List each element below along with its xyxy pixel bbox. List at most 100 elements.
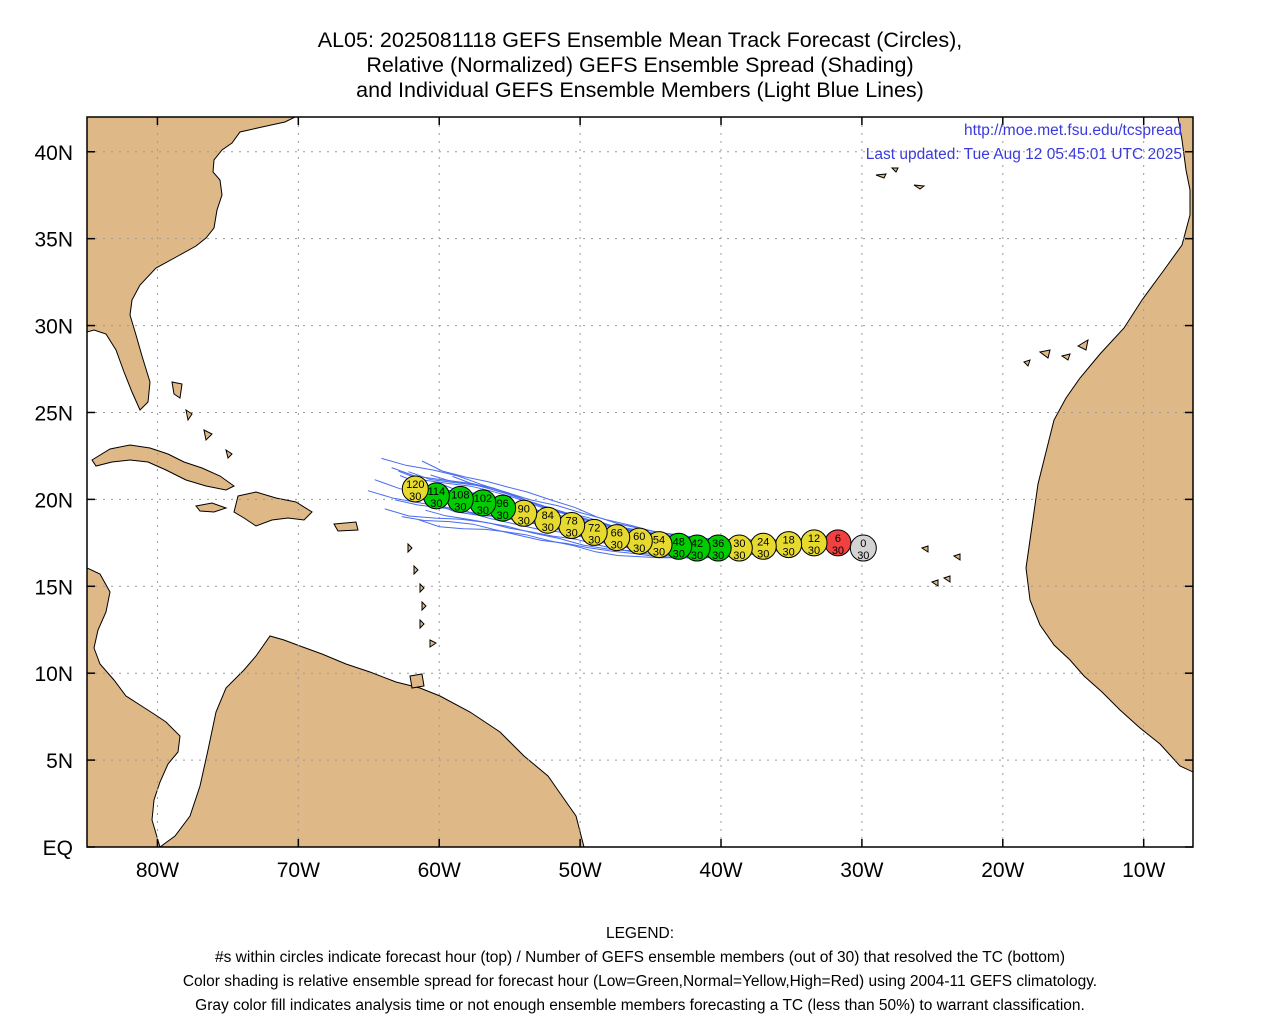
forecast-hour: 114 bbox=[428, 486, 446, 498]
lat-label: 20N bbox=[34, 489, 73, 512]
bahamas-land bbox=[171, 381, 233, 459]
member-count: 30 bbox=[712, 550, 724, 562]
land-masses bbox=[87, 117, 1193, 847]
lat-label: EQ bbox=[43, 837, 73, 860]
trinidad-land bbox=[409, 673, 425, 689]
lat-label: 5N bbox=[46, 750, 73, 773]
forecast-hour: 30 bbox=[733, 538, 745, 550]
lon-label: 50W bbox=[559, 859, 602, 882]
track-point: 030 bbox=[849, 534, 877, 562]
lat-label: 35N bbox=[34, 229, 73, 252]
cape-verde-land bbox=[920, 545, 961, 587]
lat-label: 30N bbox=[34, 316, 73, 339]
lat-label: 40N bbox=[34, 142, 73, 165]
title-line-1: AL05: 2025081118 GEFS Ensemble Mean Trac… bbox=[317, 28, 963, 52]
member-count: 30 bbox=[857, 550, 869, 562]
forecast-hour: 66 bbox=[611, 528, 623, 540]
axis-ticks bbox=[87, 117, 1193, 848]
member-count: 30 bbox=[808, 545, 820, 557]
forecast-hour: 72 bbox=[588, 522, 600, 534]
jamaica-land bbox=[195, 502, 228, 513]
forecast-hour: 120 bbox=[406, 479, 424, 491]
forecast-hour: 6 bbox=[835, 533, 841, 545]
lat-label: 10N bbox=[34, 663, 73, 686]
forecast-hour: 102 bbox=[474, 493, 492, 505]
track-point: 630 bbox=[824, 529, 852, 557]
legend-line-2: Color shading is relative ensemble sprea… bbox=[182, 973, 1098, 990]
lat-label: 15N bbox=[34, 576, 73, 599]
lon-label: 20W bbox=[981, 859, 1024, 882]
forecast-hour: 24 bbox=[757, 536, 769, 548]
lesser-antilles-land bbox=[407, 542, 437, 648]
forecast-hour: 60 bbox=[633, 531, 645, 543]
member-count: 30 bbox=[757, 548, 769, 560]
forecast-hour: 0 bbox=[860, 538, 866, 550]
axis-labels: 80W 70W 60W 50W 40W 30W 20W 10W 40N 35N 30N 25N 20N 1… bbox=[34, 142, 1165, 882]
legend-heading: LEGEND: bbox=[605, 925, 675, 942]
puerto-rico-land bbox=[333, 521, 359, 532]
forecast-hour: 90 bbox=[518, 503, 530, 515]
lon-label: 80W bbox=[136, 859, 179, 882]
member-count: 30 bbox=[409, 491, 421, 503]
forecast-hour: 108 bbox=[451, 489, 469, 501]
member-count: 30 bbox=[454, 501, 466, 513]
azores-land bbox=[875, 167, 926, 190]
forecast-hour: 96 bbox=[497, 498, 509, 510]
forecast-hour: 48 bbox=[673, 536, 685, 548]
lon-label: 70W bbox=[277, 859, 320, 882]
forecast-hour: 18 bbox=[783, 535, 795, 547]
lon-label: 40W bbox=[699, 859, 742, 882]
member-count: 30 bbox=[653, 547, 665, 559]
forecast-hour: 36 bbox=[712, 538, 724, 550]
legend-line-3: Gray color fill indicates analysis time … bbox=[195, 997, 1085, 1014]
legend-line-1: #s within circles indicate forecast hour… bbox=[215, 949, 1065, 966]
forecast-hour: 54 bbox=[653, 535, 665, 547]
member-count: 30 bbox=[588, 534, 600, 546]
last-updated: Last updated: Tue Aug 12 05:45:01 UTC 20… bbox=[865, 146, 1182, 163]
member-count: 30 bbox=[611, 540, 623, 552]
gridlines bbox=[87, 117, 1193, 847]
cuba-land bbox=[91, 444, 235, 491]
lat-label: 25N bbox=[34, 402, 73, 425]
forecast-hour: 78 bbox=[566, 515, 578, 527]
member-count: 30 bbox=[691, 550, 703, 562]
lon-label: 30W bbox=[840, 859, 883, 882]
forecast-hour: 42 bbox=[691, 538, 703, 550]
member-count: 30 bbox=[542, 522, 554, 534]
track-circle bbox=[401, 475, 429, 503]
member-count: 30 bbox=[477, 505, 489, 517]
south-america-land bbox=[159, 635, 585, 847]
mean-track-circles: 0306301230183024303030363042304830543060… bbox=[401, 475, 877, 562]
hispaniola-land bbox=[233, 491, 313, 527]
lon-label: 60W bbox=[418, 859, 461, 882]
lon-label: 10W bbox=[1122, 859, 1165, 882]
title-line-3: and Individual GEFS Ensemble Members (Li… bbox=[356, 78, 924, 102]
member-count: 30 bbox=[497, 510, 509, 522]
member-count: 30 bbox=[430, 498, 442, 510]
source-url[interactable]: http://moe.met.fsu.edu/tcspread bbox=[964, 122, 1182, 139]
central-america-land bbox=[87, 567, 181, 847]
member-count: 30 bbox=[783, 547, 795, 559]
africa-land bbox=[1025, 117, 1193, 773]
plot-frame bbox=[86, 116, 1194, 848]
north-america-land bbox=[87, 117, 296, 411]
forecast-hour: 84 bbox=[542, 510, 554, 522]
member-count: 30 bbox=[832, 545, 844, 557]
canary-islands-land bbox=[1023, 338, 1089, 367]
forecast-hour: 12 bbox=[808, 533, 820, 545]
